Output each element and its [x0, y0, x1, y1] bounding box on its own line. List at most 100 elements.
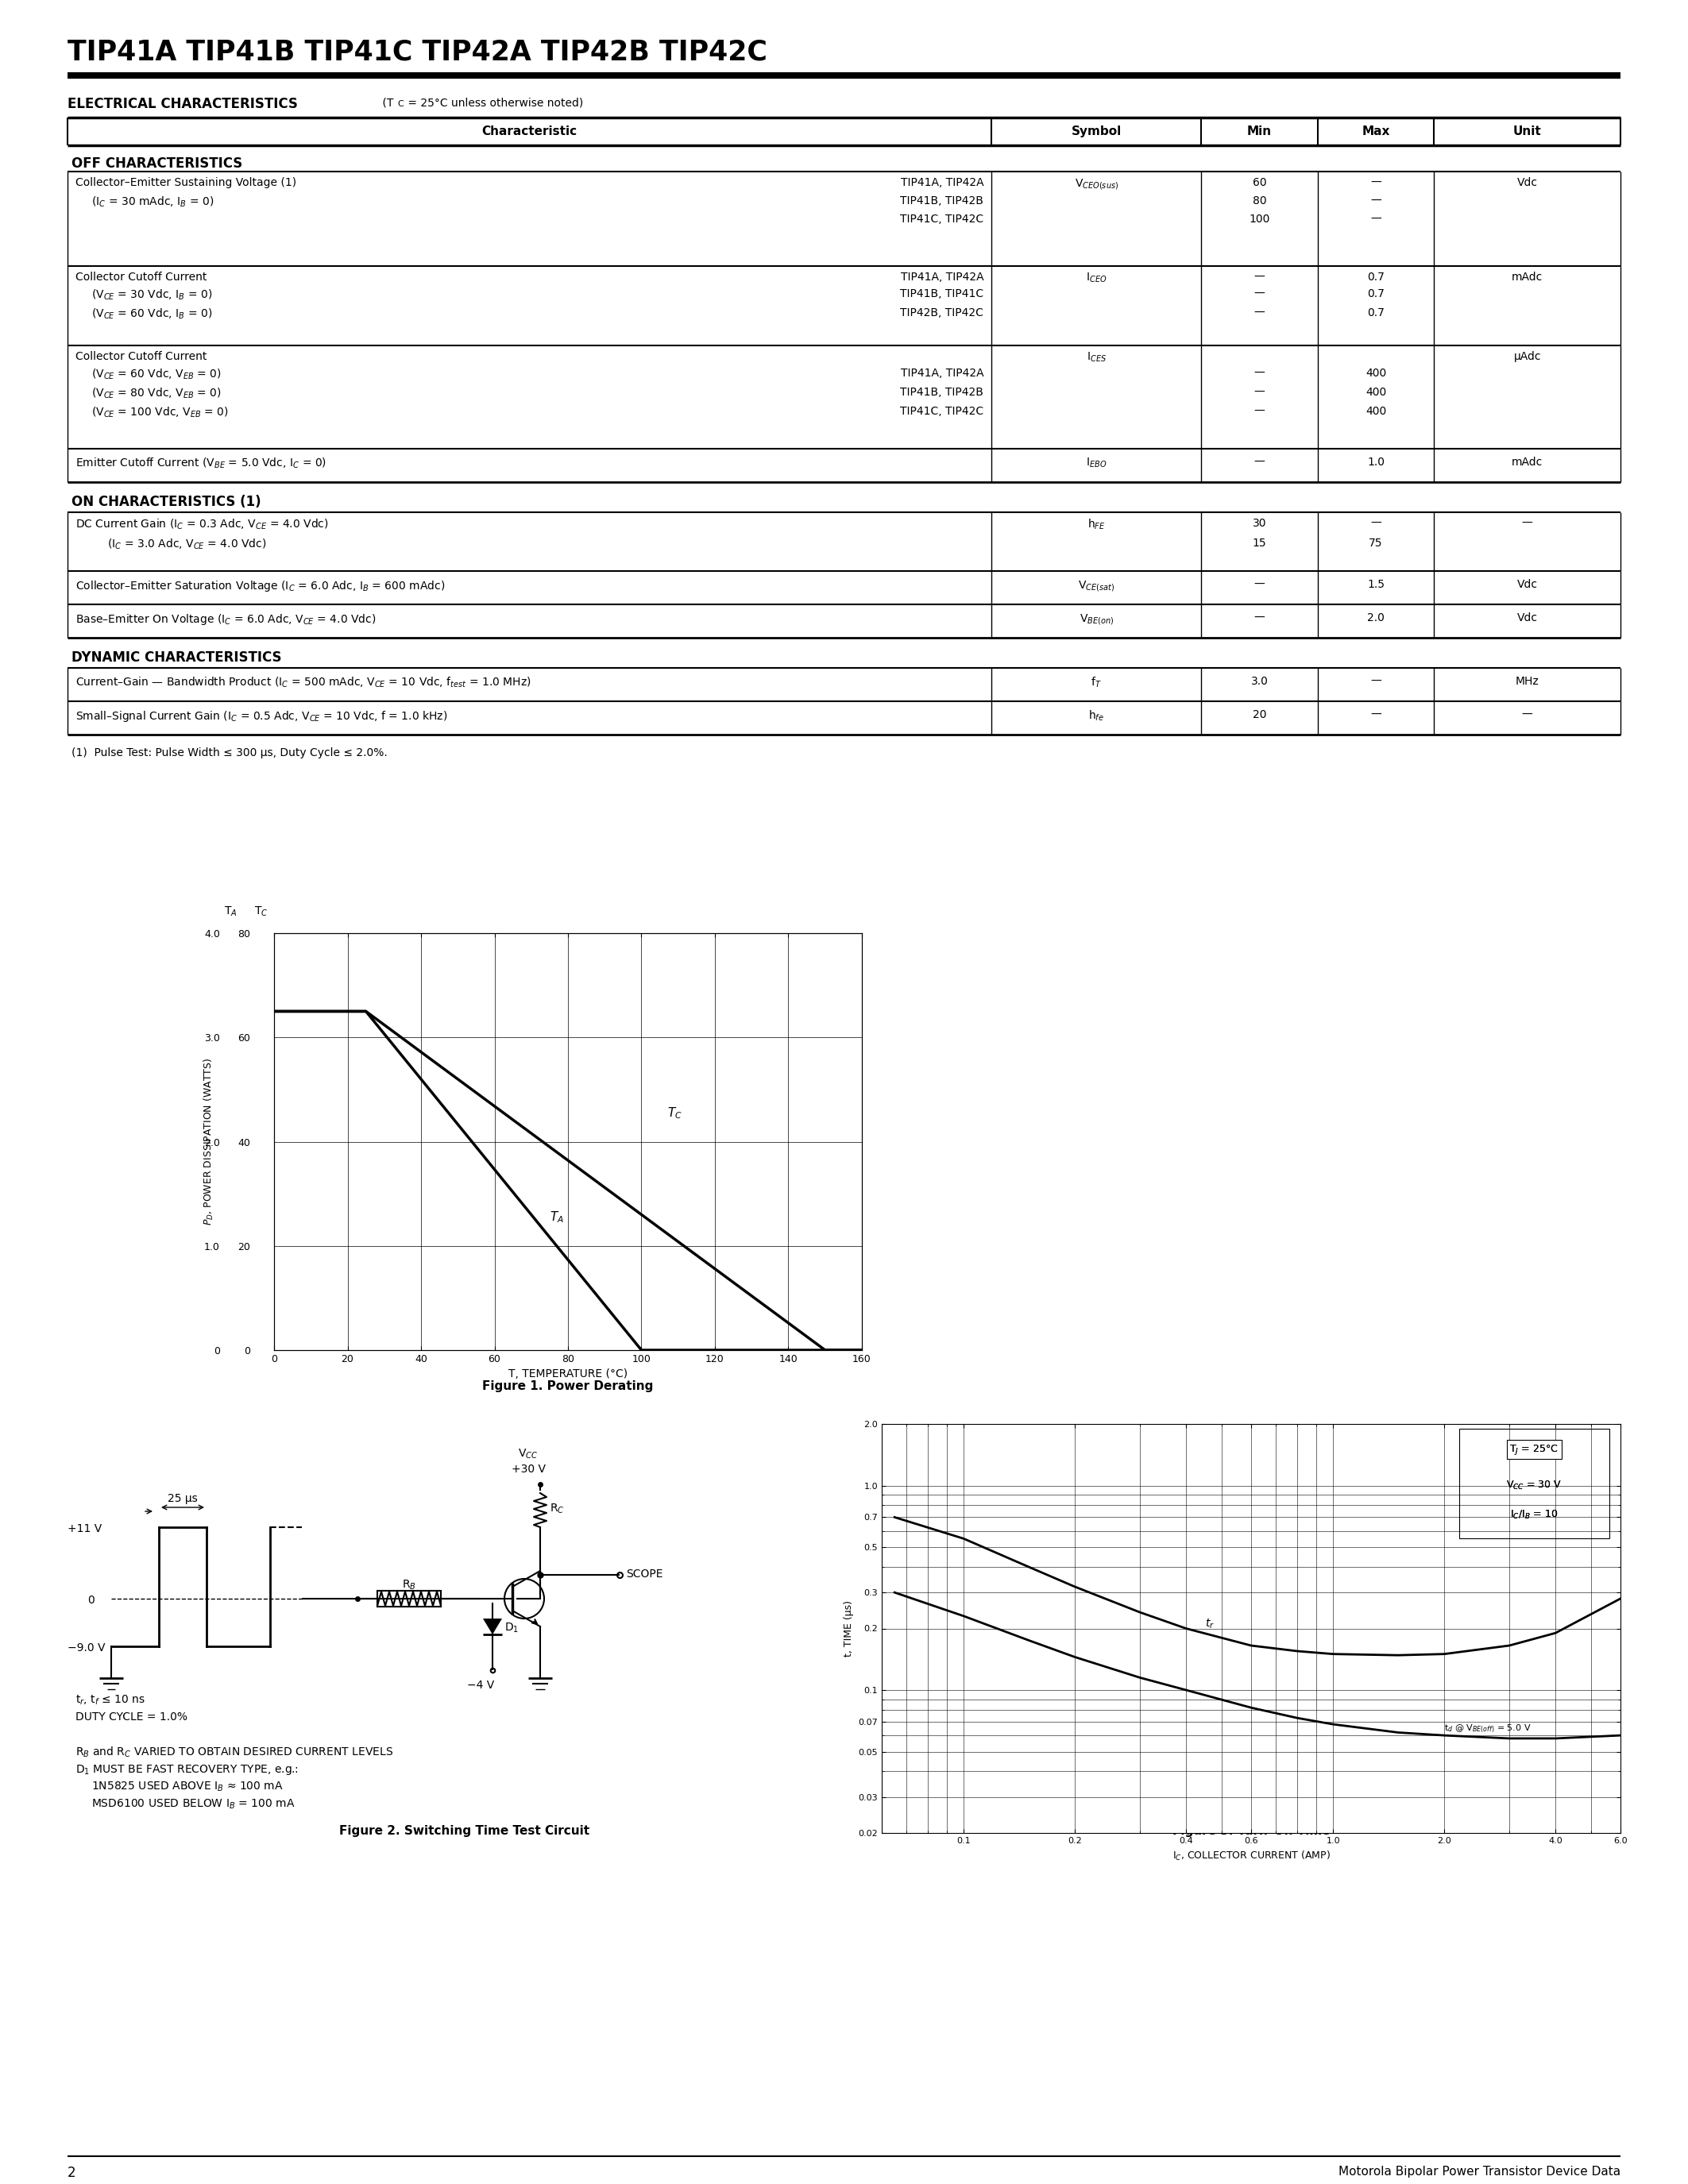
Text: TIP41A, TIP42A: TIP41A, TIP42A: [900, 367, 984, 378]
Text: Emitter Cutoff Current (V$_{BE}$ = 5.0 Vdc, I$_C$ = 0): Emitter Cutoff Current (V$_{BE}$ = 5.0 V…: [76, 456, 326, 470]
Text: mAdc: mAdc: [1512, 456, 1543, 467]
Text: I$_{EBO}$: I$_{EBO}$: [1085, 456, 1107, 470]
Text: DC Current Gain (I$_C$ = 0.3 Adc, V$_{CE}$ = 4.0 Vdc): DC Current Gain (I$_C$ = 0.3 Adc, V$_{CE…: [76, 518, 329, 531]
Text: f$_T$: f$_T$: [1090, 675, 1102, 690]
Text: mAdc: mAdc: [1512, 271, 1543, 282]
Text: Collector Cutoff Current: Collector Cutoff Current: [76, 352, 208, 363]
Text: 2.0: 2.0: [204, 1138, 219, 1149]
Text: D$_1$: D$_1$: [505, 1623, 518, 1636]
Text: 2.0: 2.0: [1367, 612, 1384, 622]
Text: —: —: [1254, 367, 1264, 378]
Text: TIP41C, TIP42C: TIP41C, TIP42C: [900, 406, 984, 417]
Text: Vdc: Vdc: [1518, 612, 1538, 622]
Text: T$_A$: T$_A$: [225, 906, 238, 919]
X-axis label: I$_C$, COLLECTOR CURRENT (AMP): I$_C$, COLLECTOR CURRENT (AMP): [1171, 1850, 1330, 1863]
Text: (1)  Pulse Test: Pulse Width ≤ 300 μs, Duty Cycle ≤ 2.0%.: (1) Pulse Test: Pulse Width ≤ 300 μs, Du…: [71, 747, 388, 758]
Text: (I$_C$ = 3.0 Adc, V$_{CE}$ = 4.0 Vdc): (I$_C$ = 3.0 Adc, V$_{CE}$ = 4.0 Vdc): [108, 537, 267, 553]
Text: V$_{CEO(sus)}$: V$_{CEO(sus)}$: [1075, 177, 1117, 192]
Text: DYNAMIC CHARACTERISTICS: DYNAMIC CHARACTERISTICS: [71, 651, 282, 664]
Text: = 25°C unless otherwise noted): = 25°C unless otherwise noted): [405, 96, 584, 107]
Text: R$_B$: R$_B$: [402, 1579, 417, 1592]
Text: 400: 400: [1366, 387, 1386, 397]
Text: (V$_{CE}$ = 100 Vdc, V$_{EB}$ = 0): (V$_{CE}$ = 100 Vdc, V$_{EB}$ = 0): [91, 406, 228, 419]
Text: Motorola Bipolar Power Transistor Device Data: Motorola Bipolar Power Transistor Device…: [1339, 2167, 1620, 2177]
Text: 400: 400: [1366, 367, 1386, 378]
Text: 20: 20: [1252, 710, 1266, 721]
Text: Small–Signal Current Gain (I$_C$ = 0.5 Adc, V$_{CE}$ = 10 Vdc, f = 1.0 kHz): Small–Signal Current Gain (I$_C$ = 0.5 A…: [76, 710, 447, 723]
Text: —: —: [1254, 387, 1264, 397]
Text: Figure 3. Turn–On Time: Figure 3. Turn–On Time: [1171, 1826, 1330, 1837]
Text: —: —: [1523, 518, 1533, 529]
Text: ON CHARACTERISTICS (1): ON CHARACTERISTICS (1): [71, 496, 262, 509]
Text: TIP41A, TIP42A: TIP41A, TIP42A: [900, 177, 984, 188]
Text: V$_{CC}$ = 30 V: V$_{CC}$ = 30 V: [1506, 1479, 1561, 1492]
Text: OFF CHARACTERISTICS: OFF CHARACTERISTICS: [71, 157, 243, 170]
Text: Collector Cutoff Current: Collector Cutoff Current: [76, 271, 208, 282]
Text: TIP41B, TIP42B: TIP41B, TIP42B: [900, 194, 984, 207]
Text: h$_{fe}$: h$_{fe}$: [1089, 710, 1104, 723]
Text: —: —: [1254, 456, 1264, 467]
Text: (V$_{CE}$ = 60 Vdc, I$_B$ = 0): (V$_{CE}$ = 60 Vdc, I$_B$ = 0): [91, 308, 213, 321]
Text: −9.0 V: −9.0 V: [68, 1642, 105, 1653]
Text: —: —: [1254, 406, 1264, 417]
Polygon shape: [483, 1618, 501, 1634]
Text: —: —: [1254, 271, 1264, 282]
Y-axis label: t, TIME (μs): t, TIME (μs): [844, 1601, 854, 1658]
Bar: [378, 1590, 441, 1607]
Text: 0: 0: [243, 1345, 250, 1356]
Text: 25 μs: 25 μs: [167, 1494, 197, 1505]
Text: ELECTRICAL CHARACTERISTICS: ELECTRICAL CHARACTERISTICS: [68, 96, 297, 111]
Text: T$_C$: T$_C$: [255, 906, 268, 919]
Text: MSD6100 USED BELOW I$_B$ = 100 mA: MSD6100 USED BELOW I$_B$ = 100 mA: [91, 1797, 295, 1811]
Text: Collector–Emitter Sustaining Voltage (1): Collector–Emitter Sustaining Voltage (1): [76, 177, 297, 188]
Text: 1.5: 1.5: [1367, 579, 1384, 590]
Text: +30 V: +30 V: [511, 1463, 545, 1474]
Text: TIP41A, TIP42A: TIP41A, TIP42A: [900, 271, 984, 282]
Text: T$_J$ = 25°C: T$_J$ = 25°C: [1509, 1444, 1558, 1457]
Text: 0.7: 0.7: [1367, 271, 1384, 282]
Text: 3.0: 3.0: [1251, 675, 1268, 688]
Text: I$_C$/I$_B$ = 10: I$_C$/I$_B$ = 10: [1511, 1509, 1558, 1520]
Text: —: —: [1371, 214, 1381, 225]
Text: 30: 30: [1252, 518, 1266, 529]
Text: I$_{CEO}$: I$_{CEO}$: [1085, 271, 1107, 284]
Text: 40: 40: [238, 1138, 250, 1149]
Text: (V$_{CE}$ = 80 Vdc, V$_{EB}$ = 0): (V$_{CE}$ = 80 Vdc, V$_{EB}$ = 0): [91, 387, 221, 400]
X-axis label: T, TEMPERATURE (°C): T, TEMPERATURE (°C): [508, 1369, 628, 1380]
Text: (V$_{CE}$ = 60 Vdc, V$_{EB}$ = 0): (V$_{CE}$ = 60 Vdc, V$_{EB}$ = 0): [91, 367, 221, 382]
Text: 3.0: 3.0: [204, 1033, 219, 1044]
Text: Collector–Emitter Saturation Voltage (I$_C$ = 6.0 Adc, I$_B$ = 600 mAdc): Collector–Emitter Saturation Voltage (I$…: [76, 579, 446, 594]
Text: TIP41B, TIP42B: TIP41B, TIP42B: [900, 387, 984, 397]
Text: V$_{CE(sat)}$: V$_{CE(sat)}$: [1079, 579, 1114, 594]
Text: 1N5825 USED ABOVE I$_B$ ≈ 100 mA: 1N5825 USED ABOVE I$_B$ ≈ 100 mA: [91, 1780, 284, 1793]
Text: 4.0: 4.0: [204, 928, 219, 939]
Text: 75: 75: [1369, 537, 1382, 548]
Text: $T_C$: $T_C$: [667, 1105, 682, 1120]
Text: −4 V: −4 V: [468, 1679, 495, 1690]
Text: TIP42B, TIP42C: TIP42B, TIP42C: [900, 308, 984, 319]
Text: Unit: Unit: [1512, 124, 1541, 138]
Text: Vdc: Vdc: [1518, 177, 1538, 188]
Text: 1.0: 1.0: [204, 1243, 219, 1251]
Text: 60: 60: [238, 1033, 250, 1044]
Text: —: —: [1371, 710, 1381, 721]
Text: 20: 20: [238, 1243, 250, 1251]
FancyBboxPatch shape: [1460, 1428, 1609, 1538]
Text: V$_{BE(on)}$: V$_{BE(on)}$: [1079, 612, 1114, 627]
Text: —: —: [1254, 579, 1264, 590]
Text: I$_C$/I$_B$ = 10: I$_C$/I$_B$ = 10: [1511, 1509, 1558, 1520]
Text: C: C: [397, 100, 403, 107]
Text: TIP41A TIP41B TIP41C TIP42A TIP42B TIP42C: TIP41A TIP41B TIP41C TIP42A TIP42B TIP42…: [68, 37, 768, 66]
Text: T$_J$ = 25°C: T$_J$ = 25°C: [1509, 1444, 1558, 1457]
Text: t$_r$: t$_r$: [1205, 1618, 1215, 1631]
Text: t$_d$ @ V$_{BE(off)}$ = 5.0 V: t$_d$ @ V$_{BE(off)}$ = 5.0 V: [1445, 1723, 1531, 1734]
Text: 400: 400: [1366, 406, 1386, 417]
Text: TIP41B, TIP41C: TIP41B, TIP41C: [900, 288, 984, 299]
Text: 0.7: 0.7: [1367, 308, 1384, 319]
Text: —: —: [1371, 194, 1381, 207]
Text: Characteristic: Characteristic: [481, 124, 577, 138]
Text: $T_A$: $T_A$: [550, 1210, 564, 1225]
Text: μAdc: μAdc: [1514, 352, 1541, 363]
Y-axis label: $P_D$, POWER DISSIPATION (WATTS): $P_D$, POWER DISSIPATION (WATTS): [203, 1057, 214, 1225]
Text: (I$_C$ = 30 mAdc, I$_B$ = 0): (I$_C$ = 30 mAdc, I$_B$ = 0): [91, 194, 214, 210]
